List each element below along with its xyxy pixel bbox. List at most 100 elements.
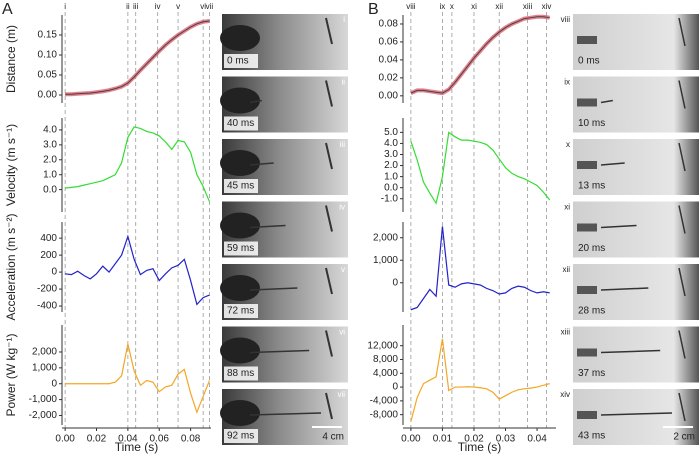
frame-label: i (343, 15, 345, 24)
event-label: xiii (523, 2, 533, 11)
y-tick-label: -8,000 (370, 409, 399, 420)
chameleon (577, 411, 597, 419)
frame-label: viii (561, 15, 571, 24)
frame-label: iv (339, 203, 345, 212)
x-tick-label: 0.00 (55, 434, 75, 445)
chameleon (577, 36, 597, 44)
line (410, 226, 550, 311)
frame-label: v (341, 265, 345, 274)
chameleon (577, 161, 597, 169)
y-tick-label: 0 (51, 267, 57, 278)
tongue (600, 99, 613, 104)
event-label: xi (471, 2, 477, 11)
x-tick-label: 0.04 (118, 434, 138, 445)
frame-label: xi (564, 203, 570, 212)
time-label: 59 ms (227, 243, 254, 254)
event-label: xiv (542, 2, 552, 11)
y-tick-label: 1.0 (384, 171, 398, 182)
panel-letter: B (368, 1, 379, 18)
x-tick-label: 0.06 (150, 434, 170, 445)
frame-label: iii (340, 140, 346, 149)
line (65, 234, 210, 306)
prey-stick (678, 205, 686, 234)
y-axis-label: Velocity (m s⁻¹) (4, 124, 18, 206)
chameleon (220, 25, 260, 51)
time-label: 45 ms (227, 181, 254, 192)
prey-stick (325, 330, 333, 357)
event-label: v (176, 2, 180, 11)
y-tick-label: 0.04 (379, 55, 399, 66)
prey-stick (325, 80, 333, 107)
time-label-bg (224, 54, 258, 68)
time-label: 88 ms (227, 368, 254, 379)
time-label: 20 ms (578, 243, 605, 254)
x-axis-label: Time (s) (458, 440, 502, 454)
line (410, 338, 550, 422)
y-tick-label: 3.0 (384, 149, 398, 160)
time-label: 72 ms (227, 306, 254, 317)
prey-stick (678, 330, 686, 359)
tongue (600, 287, 649, 291)
x-tick-label: 0.02 (87, 434, 107, 445)
y-tick-label: 3.0 (43, 139, 57, 150)
time-label: 28 ms (578, 306, 605, 317)
tongue (600, 224, 637, 229)
event-label: iv (155, 2, 161, 11)
frame-label: ix (564, 78, 570, 87)
chameleon (220, 400, 260, 426)
y-tick-label: 5.0 (384, 127, 398, 138)
y-tick-label: -2,000 (29, 410, 58, 421)
y-tick-label: 1,000 (32, 362, 57, 373)
prey-stick (678, 142, 686, 172)
prey-stick (678, 392, 686, 422)
chameleon (220, 275, 260, 301)
frame-label: x (566, 140, 570, 149)
prey-stick (325, 17, 333, 45)
x-tick-label: 0.00 (401, 434, 421, 445)
chameleon (577, 348, 597, 357)
y-tick-label: 0 (392, 277, 398, 288)
frame-label: vii (337, 390, 345, 399)
tongue (249, 349, 310, 354)
time-label: 92 ms (227, 431, 254, 442)
prey-stick (678, 267, 686, 297)
line-halo (410, 14, 550, 96)
y-tick-label: 0.05 (38, 70, 58, 81)
frame-label: xiv (560, 390, 570, 399)
y-tick-label: 12,000 (367, 340, 398, 351)
frame-label: vi (339, 328, 345, 337)
chameleon (577, 286, 597, 294)
tongue (249, 162, 274, 166)
frame-label: xiii (561, 328, 571, 337)
time-label: 43 ms (578, 431, 605, 442)
line (410, 131, 551, 205)
y-tick-label: 200 (40, 250, 57, 261)
y-tick-label: 1,000 (373, 255, 398, 266)
chameleon (220, 87, 260, 114)
y-tick-label: 0 (51, 378, 57, 389)
time-label-bg (224, 179, 258, 193)
y-tick-label: 0.00 (379, 90, 399, 101)
time-label: 10 ms (578, 118, 605, 129)
chameleon (220, 150, 260, 176)
tongue (600, 412, 673, 416)
prey-stick (325, 392, 333, 420)
y-tick-label: 2,000 (32, 347, 57, 358)
event-label: x (450, 2, 454, 11)
y-axis-label: Power (W kg⁻¹) (4, 333, 18, 416)
time-label: 37 ms (578, 368, 605, 379)
tongue (600, 162, 625, 166)
x-tick-label: 0.03 (496, 434, 516, 445)
prey-stick (325, 142, 333, 170)
tongue (249, 287, 298, 291)
tongue (600, 349, 661, 354)
event-label: ii (126, 2, 130, 11)
event-label: viii (406, 2, 416, 11)
chameleon (577, 98, 597, 107)
time-label-bg (224, 241, 258, 256)
y-tick-label: 0.0 (384, 182, 398, 193)
y-tick-label: 2.0 (43, 154, 57, 165)
time-label: 13 ms (578, 181, 605, 192)
line-halo (65, 19, 210, 97)
